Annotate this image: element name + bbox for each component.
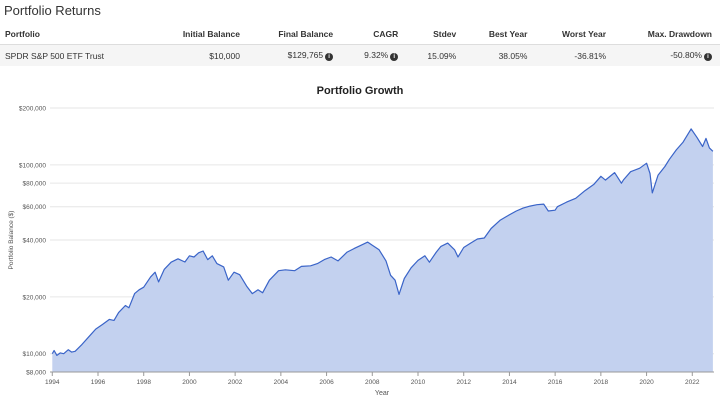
x-tick-label: 1996 [91, 379, 106, 386]
header-cagr[interactable]: CAGR [341, 25, 407, 45]
x-tick-label: 2008 [365, 379, 380, 386]
x-axis-label: Year [375, 390, 390, 397]
x-tick-label: 2000 [182, 379, 197, 386]
y-axis-label: Portfolio Balance ($) [8, 211, 15, 270]
x-tick-label: 2004 [274, 379, 289, 386]
x-tick-label: 2012 [456, 379, 471, 386]
y-tick-label: $200,000 [19, 106, 46, 113]
y-tick-label: $40,000 [23, 238, 47, 245]
table-header-row: Portfolio Initial Balance Final Balance … [0, 25, 720, 45]
y-tick-label: $8,000 [26, 370, 46, 377]
header-worst-year[interactable]: Worst Year [535, 25, 615, 45]
header-initial-balance[interactable]: Initial Balance [151, 25, 248, 45]
x-tick-label: 1998 [136, 379, 151, 386]
x-axis-ticks: 1994 1996 1998 2000 2002 2004 2006 2008 2010 2012… [45, 372, 700, 386]
y-tick-label: $10,000 [23, 351, 47, 358]
cell-portfolio: SPDR S&P 500 ETF Trust [0, 44, 152, 66]
x-tick-label: 2010 [411, 379, 426, 386]
y-tick-label: $60,000 [23, 204, 47, 211]
cell-cagr: 9.32% i [341, 44, 407, 66]
info-icon[interactable]: i [390, 53, 399, 61]
cell-final-balance: $129,765 i [247, 44, 342, 66]
series-line[interactable] [51, 128, 714, 356]
header-portfolio[interactable]: Portfolio [0, 25, 152, 45]
y-tick-label: $100,000 [19, 162, 46, 169]
header-best-year[interactable]: Best Year [464, 25, 536, 45]
cell-best-year: 38.05% [464, 44, 536, 66]
chart-title: Portfolio Growth [316, 85, 404, 97]
header-max-drawdown[interactable]: Max. Drawdown [614, 25, 720, 45]
info-icon[interactable]: i [704, 53, 712, 61]
info-icon[interactable]: i [325, 53, 334, 61]
table-row: SPDR S&P 500 ETF Trust $10,000 $129,765 i… [0, 44, 720, 66]
cagr-value: 9.32% [364, 50, 389, 60]
header-stdev[interactable]: Stdev [406, 25, 465, 45]
cell-initial-balance: $10,000 [151, 44, 248, 66]
x-tick-label: 2006 [319, 379, 334, 386]
section-title: Portfolio Returns [4, 3, 101, 18]
y-axis-ticks: $8,000 $10,000 $20,000 $40,000 $60,000 $80,00… [19, 106, 47, 377]
x-tick-label: 2014 [502, 379, 517, 386]
portfolio-returns-table: Portfolio Initial Balance Final Balance … [0, 25, 720, 66]
series-area-fill [52, 128, 713, 372]
y-tick-label: $20,000 [23, 294, 47, 301]
cell-max-drawdown: -50.80% i [614, 44, 720, 66]
final-balance-value: $129,765 [287, 50, 324, 60]
x-tick-label: 2016 [548, 379, 563, 386]
max-drawdown-value: -50.80% [670, 50, 702, 60]
y-tick-label: $80,000 [23, 181, 47, 188]
x-tick-label: 2022 [685, 379, 700, 386]
cell-worst-year: -36.81% [535, 44, 615, 66]
x-tick-label: 2002 [228, 379, 243, 386]
x-tick-label: 2018 [594, 379, 609, 386]
x-tick-label: 1994 [45, 379, 60, 386]
header-final-balance[interactable]: Final Balance [247, 25, 342, 45]
x-tick-label: 2020 [639, 379, 654, 386]
cell-stdev: 15.09% [406, 44, 465, 66]
